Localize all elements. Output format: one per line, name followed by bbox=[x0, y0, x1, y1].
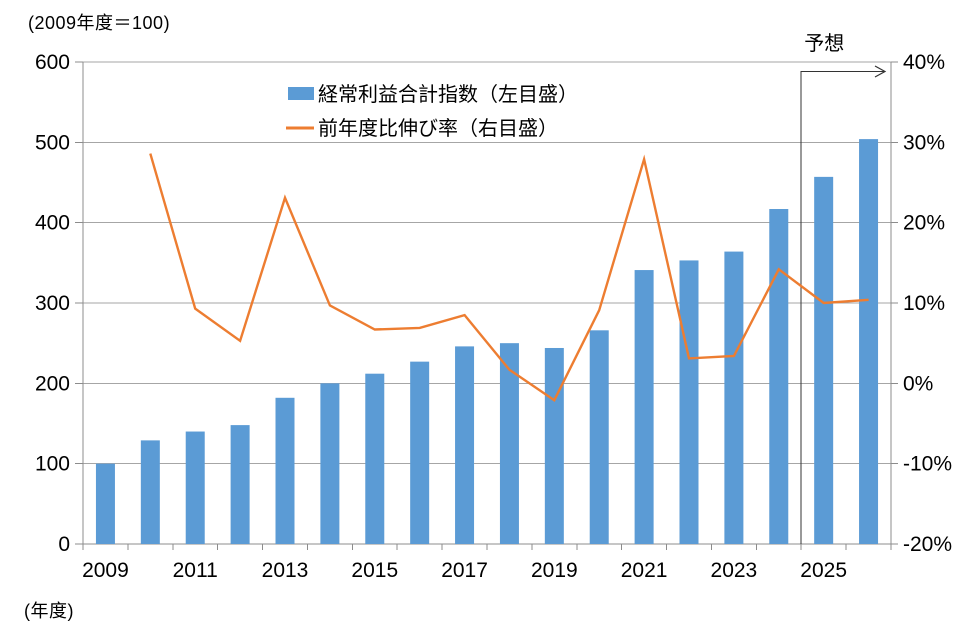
bar-2014 bbox=[320, 383, 340, 544]
axes bbox=[75, 61, 898, 550]
right-axis-label-30%: 30% bbox=[903, 131, 945, 154]
bar-2018 bbox=[499, 343, 519, 544]
legend-label-bar: 経常利益合計指数（左目盛） bbox=[318, 83, 578, 106]
left-axis-label-200: 200 bbox=[35, 372, 70, 395]
bar-2020 bbox=[589, 330, 609, 544]
bar-2025 bbox=[814, 176, 834, 545]
bar-2010 bbox=[140, 440, 160, 544]
left-axis-unit-note: (2009年度＝100) bbox=[28, 13, 171, 33]
x-axis-label-2011: 2011 bbox=[173, 559, 218, 582]
left-axis-label-500: 500 bbox=[35, 131, 70, 154]
bar-2023 bbox=[724, 251, 744, 544]
bar-2011 bbox=[185, 431, 205, 544]
bar-2026 bbox=[859, 139, 879, 544]
forecast-label: 予想 bbox=[804, 32, 844, 55]
bar-2022 bbox=[679, 260, 699, 544]
right-axis-label-10%: 10% bbox=[903, 292, 945, 315]
growth-line bbox=[149, 153, 869, 402]
left-axis-label-300: 300 bbox=[35, 292, 70, 315]
bar-2019 bbox=[544, 347, 564, 544]
bar-2024 bbox=[769, 209, 789, 544]
bar-2015 bbox=[365, 373, 385, 544]
left-axis-label-100: 100 bbox=[35, 453, 70, 476]
bar-2013 bbox=[275, 397, 295, 544]
bar-2021 bbox=[634, 270, 654, 544]
x-axis-label-2023: 2023 bbox=[711, 559, 758, 582]
x-axis-label-2019: 2019 bbox=[531, 559, 578, 582]
axis-labels: 0 100 200 300 400 500 600 -20% -10% 0% 10% 20% 30% 40… bbox=[35, 51, 952, 582]
bar-series bbox=[95, 139, 879, 545]
x-axis-label-2009: 2009 bbox=[82, 559, 129, 582]
bar-2016 bbox=[410, 361, 430, 544]
x-axis-unit-note: (年度) bbox=[24, 601, 74, 621]
bar-2017 bbox=[455, 346, 475, 544]
x-axis-label-2013: 2013 bbox=[262, 559, 309, 582]
forecast-annotation: 予想 bbox=[800, 32, 887, 550]
left-axis-label-400: 400 bbox=[35, 212, 70, 235]
x-axis-label-2015: 2015 bbox=[351, 559, 398, 582]
right-axis-label-0%: 0% bbox=[903, 372, 933, 395]
right-axis-label--10%: -10% bbox=[903, 453, 952, 476]
forecast-arrow-head bbox=[874, 65, 887, 78]
x-axis-label-2017: 2017 bbox=[441, 559, 488, 582]
right-axis-label-20%: 20% bbox=[903, 212, 945, 235]
left-axis-label-0: 0 bbox=[58, 533, 70, 556]
legend: 経常利益合計指数（左目盛） 前年度比伸び率（右目盛） bbox=[286, 83, 578, 140]
x-axis-label-2025: 2025 bbox=[800, 559, 847, 582]
bar-2009 bbox=[95, 463, 115, 544]
legend-swatch-bar bbox=[288, 87, 314, 100]
right-axis-label-40%: 40% bbox=[903, 51, 945, 74]
left-axis-label-600: 600 bbox=[35, 51, 70, 74]
x-axis-label-2021: 2021 bbox=[621, 559, 668, 582]
right-axis-label--20%: -20% bbox=[903, 533, 952, 556]
legend-label-line: 前年度比伸び率（右目盛） bbox=[318, 117, 558, 140]
bar-2012 bbox=[230, 425, 250, 544]
